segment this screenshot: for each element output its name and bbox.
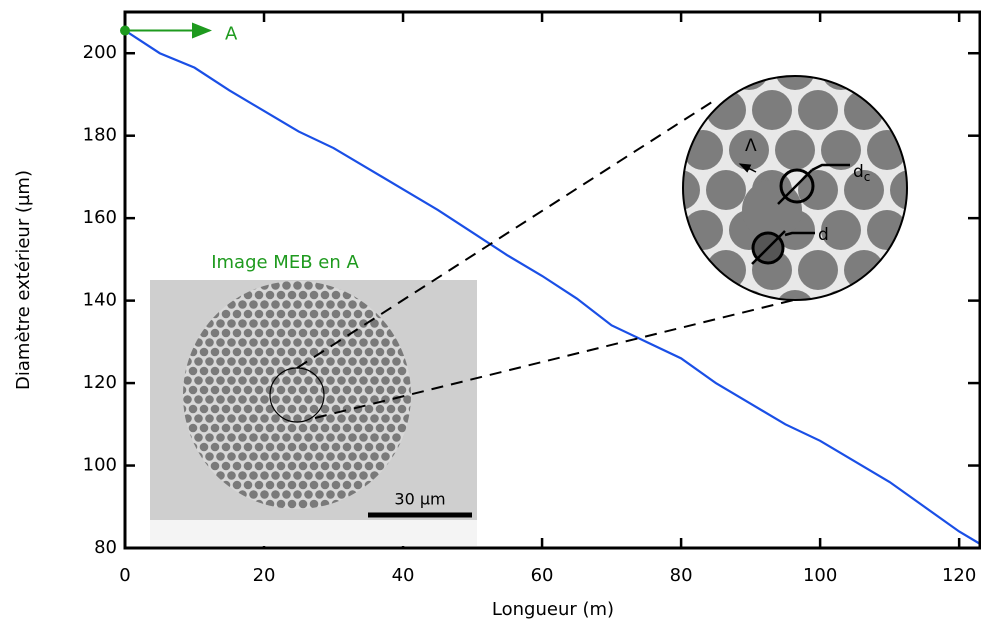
y-tick-label: 160 [83,207,117,228]
hole-label: d [818,225,829,245]
x-tick-label: 0 [119,565,130,586]
axes-frame [123,10,981,550]
inset-title: Image MEB en A [211,252,359,273]
y-tick-label: 100 [83,455,117,476]
marker-label: A [225,24,238,45]
zoom-inset: Λ dc d [682,75,908,301]
pitch-label: Λ [745,136,757,156]
x-tick-label: 40 [392,565,415,586]
y-axis-label: Diamètre extérieur (µm) [13,170,34,390]
x-tick-label: 120 [942,565,976,586]
y-tick-label: 120 [83,372,117,393]
x-tick-label: 20 [253,565,276,586]
core-label-sub: c [864,170,871,184]
zoom-lines [296,101,823,419]
core-label-main: d [853,162,864,182]
y-tick-label: 200 [83,42,117,63]
x-tick-label: 80 [670,565,693,586]
sem-inset: 30 µm Image MEB en A [150,252,477,546]
x-tick-label: 60 [531,565,554,586]
marker-point [120,25,130,36]
y-tick-label: 80 [94,537,117,558]
core-label: dc [853,162,870,184]
y-tick-label: 180 [83,125,117,146]
scale-bar-label: 30 µm [394,490,445,509]
x-axis-label: Longueur (m) [492,599,614,620]
x-tick-label: 100 [803,565,837,586]
y-tick-label: 140 [83,290,117,311]
data-line [124,29,981,545]
